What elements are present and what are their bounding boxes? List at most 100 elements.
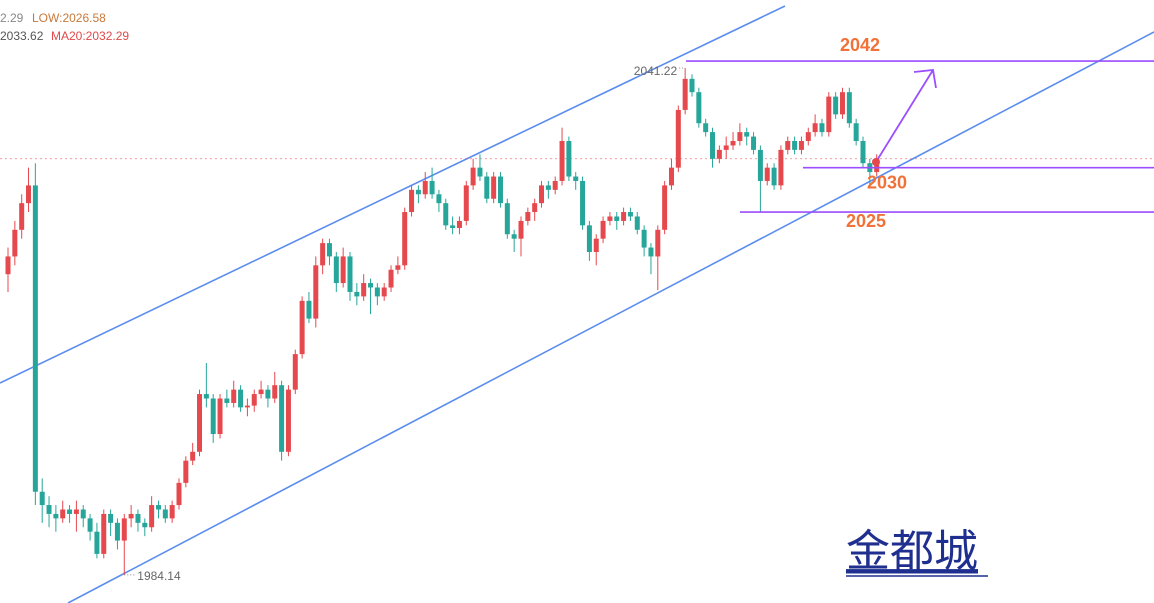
- arrow-origin: [872, 158, 880, 166]
- candle-body: [491, 176, 497, 199]
- candle-body: [744, 132, 750, 137]
- candle-body: [80, 509, 86, 519]
- candle-body: [504, 203, 510, 235]
- candle-body: [224, 398, 230, 403]
- candle-body: [627, 212, 633, 217]
- candle-body: [580, 180, 586, 226]
- candle-body: [395, 265, 401, 270]
- candle-body: [176, 482, 182, 506]
- arrow-shaft: [875, 69, 934, 163]
- candle-body: [463, 185, 469, 221]
- candle-body: [539, 185, 545, 204]
- candle-body: [860, 141, 866, 164]
- candle-body: [374, 287, 380, 297]
- candle-body: [716, 149, 722, 159]
- header-low: LOW:2026.58: [32, 11, 106, 25]
- candle-body: [361, 283, 367, 297]
- candle-body: [381, 287, 387, 297]
- candle-body: [593, 238, 599, 252]
- candle-body: [26, 185, 32, 204]
- header-value: 2.29: [0, 11, 24, 25]
- candle-body: [566, 141, 572, 177]
- candle-body: [388, 269, 394, 288]
- candle-body: [812, 123, 818, 133]
- candle-body: [689, 78, 695, 93]
- high-label: 2041.22: [634, 64, 678, 78]
- candle-body: [114, 522, 120, 541]
- candle-body: [128, 513, 134, 519]
- candle-body: [409, 189, 415, 213]
- candle-body: [60, 509, 66, 519]
- candle-body: [518, 220, 524, 239]
- channel-upper: [0, 5, 786, 384]
- level-label: 2042: [840, 35, 880, 55]
- candle-body: [87, 518, 93, 532]
- candle-body: [497, 176, 503, 204]
- candle-body: [710, 132, 716, 159]
- candle-body: [833, 96, 839, 115]
- candle-body: [846, 92, 852, 124]
- candle-body: [183, 460, 189, 483]
- candle-body: [320, 243, 326, 266]
- candle-body: [484, 176, 490, 199]
- candle-body: [532, 203, 538, 213]
- candle-body: [258, 389, 264, 395]
- candle-body: [169, 505, 175, 519]
- candle-body: [32, 185, 38, 492]
- candle-body: [415, 189, 421, 195]
- candle-body: [5, 256, 11, 275]
- candle-body: [778, 149, 784, 186]
- candle-body: [668, 167, 674, 186]
- candle-body: [121, 518, 127, 541]
- candle-body: [53, 513, 59, 519]
- candle-body: [525, 212, 531, 221]
- candle-body: [313, 265, 319, 319]
- candle-body: [456, 220, 462, 229]
- candle-body: [477, 167, 483, 177]
- candle-body: [607, 216, 613, 221]
- candle-body: [730, 141, 736, 146]
- candle-body: [792, 141, 798, 150]
- candle-body: [648, 247, 654, 257]
- candle-body: [682, 78, 688, 110]
- candle-body: [819, 123, 825, 133]
- candle-body: [771, 167, 777, 186]
- candle-body: [299, 300, 305, 355]
- candle-body: [443, 203, 449, 226]
- candle-body: [703, 123, 709, 133]
- candle-body: [621, 212, 627, 221]
- candle-body: [190, 451, 196, 461]
- candle-body: [108, 513, 114, 523]
- watermark: 金都城: [846, 527, 978, 576]
- candle-body: [155, 505, 161, 510]
- candle-body: [306, 300, 312, 319]
- candle-body: [292, 354, 298, 390]
- candle-body: [333, 256, 339, 284]
- candle-body: [798, 141, 804, 150]
- candle-body: [149, 505, 155, 528]
- candle-body: [135, 513, 141, 523]
- candle-body: [805, 132, 811, 142]
- candle-body: [210, 398, 216, 435]
- arrow-head: [913, 69, 937, 89]
- candle-body: [614, 216, 620, 221]
- candle-body: [436, 194, 442, 204]
- candle-body: [429, 180, 435, 195]
- candle-body: [757, 149, 763, 181]
- candle-body: [285, 389, 291, 452]
- candle-body: [839, 92, 845, 115]
- candle-body: [251, 394, 257, 406]
- candle-body: [600, 220, 606, 239]
- candle-body: [217, 398, 223, 435]
- candle-body: [197, 394, 203, 452]
- candle-body: [764, 167, 770, 181]
- candle-body: [101, 513, 107, 554]
- candle-body: [696, 92, 702, 124]
- level-label: 2025: [846, 211, 886, 231]
- header-value: 2033.62: [0, 29, 44, 43]
- low-label: 1984.14: [137, 569, 181, 583]
- candle-body: [573, 176, 579, 181]
- candle-body: [265, 389, 271, 399]
